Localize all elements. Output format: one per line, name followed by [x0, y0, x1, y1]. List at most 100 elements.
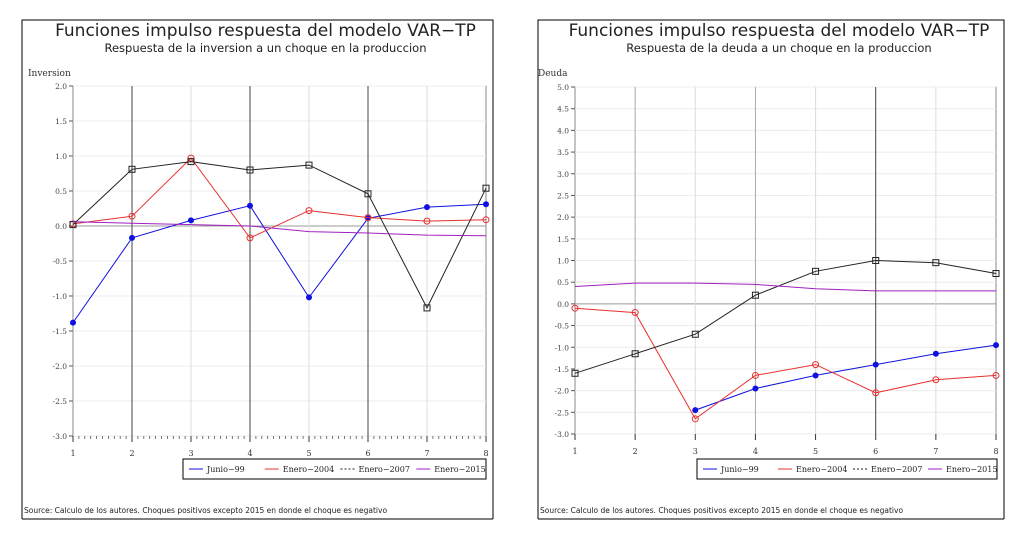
- legend-box: [182, 458, 487, 480]
- data-point: [872, 257, 880, 264]
- y-tick-label: -1.5: [555, 365, 570, 374]
- data-point: [424, 204, 430, 211]
- chart-subtitle: Respuesta de la inversion a un choque en…: [105, 41, 427, 55]
- data-point: [692, 407, 699, 414]
- y-tick-label: -3.0: [53, 432, 68, 441]
- data-point: [364, 214, 372, 222]
- series-line-3: [72, 221, 487, 237]
- series-line-2: [72, 161, 487, 310]
- legend-box: [696, 458, 998, 480]
- chart-title: Funciones impulso respuesta del modelo V…: [569, 21, 990, 41]
- y-tick-label: 1.0: [55, 152, 67, 161]
- data-point: [993, 342, 999, 349]
- y-tick-label: 0.5: [55, 187, 67, 196]
- y-tick-label: -2.0: [555, 387, 570, 396]
- legend-label-1: Enero−2004: [796, 465, 847, 474]
- series-line-1: [574, 307, 997, 420]
- data-point: [246, 166, 254, 174]
- y-tick-label: -2.5: [53, 397, 68, 406]
- x-tick-label: 4: [753, 447, 758, 456]
- y-tick-label: 5.0: [557, 83, 569, 92]
- y-tick-label: 4.0: [557, 126, 569, 135]
- x-tick-label: 6: [873, 447, 878, 456]
- x-tick-label: 3: [188, 449, 193, 458]
- data-point: [932, 259, 940, 267]
- y-tick-label: 0.0: [557, 300, 569, 309]
- legend-label-0: Junio−99: [206, 465, 245, 474]
- source-note: Source: Calculo de los autores. Choques …: [24, 506, 387, 515]
- chart-title: Funciones impulso respuesta del modelo V…: [55, 21, 476, 41]
- legend: Junio−99 Enero−2004 Enero−2007 Enero−2015: [696, 458, 998, 480]
- series-line-3: [574, 282, 996, 292]
- y-tick-label: -2.0: [53, 362, 68, 371]
- data-point: [70, 319, 76, 326]
- data-point: [812, 372, 819, 379]
- data-point: [482, 216, 490, 224]
- source-note: Source: Calculo de los autores. Choques …: [540, 506, 903, 515]
- legend: Junio−99 Enero−2004 Enero−2007 Enero−2015: [182, 458, 487, 480]
- x-tick-label: 2: [129, 449, 134, 458]
- x-tick-label: 5: [813, 447, 818, 456]
- y-tick-label: 3.0: [557, 170, 569, 179]
- y-tick-label: -2.5: [555, 408, 570, 417]
- y-tick-label: 0.0: [55, 222, 67, 231]
- data-point: [246, 234, 254, 242]
- data-point: [932, 376, 940, 384]
- legend-label-1: Enero−2004: [283, 465, 334, 474]
- y-tick-label: 1.0: [557, 257, 569, 266]
- data-point: [691, 415, 699, 423]
- data-point: [483, 201, 489, 208]
- data-point: [992, 371, 1000, 379]
- y-tick-label: -1.5: [53, 327, 68, 336]
- data-point: [751, 291, 759, 299]
- x-tick-label: 4: [247, 449, 252, 458]
- x-tick-label: 2: [633, 447, 638, 456]
- x-tick-label: 7: [933, 447, 938, 456]
- y-tick-label: 2.0: [55, 82, 67, 91]
- legend-label-2: Enero−2007: [359, 465, 410, 474]
- data-point: [812, 361, 820, 369]
- x-tick-label: 6: [365, 449, 370, 458]
- y-tick-label: -3.0: [555, 430, 570, 439]
- legend-label-3: Enero−2015: [946, 465, 997, 474]
- data-point: [812, 267, 820, 275]
- chart-inversion: Funciones impulso respuesta del modelo V…: [21, 19, 494, 520]
- x-tick-label: 7: [424, 449, 429, 458]
- y-tick-label: 1.5: [55, 117, 67, 126]
- data-point: [752, 385, 759, 392]
- data-point: [305, 161, 313, 169]
- y-tick-label: 4.5: [557, 105, 569, 114]
- data-point: [691, 330, 699, 338]
- data-point: [872, 389, 880, 397]
- legend-label-2: Enero−2007: [871, 465, 922, 474]
- y-tick-label: 1.5: [557, 235, 569, 244]
- y-tick-label: -1.0: [53, 292, 68, 301]
- data-point: [364, 190, 372, 198]
- data-point: [423, 304, 431, 312]
- x-tick-label: 5: [306, 449, 311, 458]
- series-line-0: [72, 203, 487, 323]
- x-tick-label: 1: [70, 449, 75, 458]
- y-tick-label: 2.0: [557, 213, 569, 222]
- chart-frame: [21, 19, 494, 519]
- data-point: [128, 212, 136, 220]
- data-point: [247, 202, 253, 209]
- x-tick-label: 3: [693, 447, 698, 456]
- y-axis-label: Deuda: [538, 69, 568, 79]
- y-axis-label: Inversion: [28, 69, 71, 79]
- data-point: [306, 294, 312, 301]
- y-tick-label: -0.5: [53, 257, 68, 266]
- data-point: [188, 217, 194, 224]
- data-point: [69, 221, 77, 229]
- data-point: [751, 371, 759, 379]
- data-point: [129, 234, 135, 241]
- data-point: [992, 270, 1000, 278]
- data-point: [305, 207, 313, 215]
- y-tick-label: 0.5: [557, 278, 569, 287]
- x-tick-label: 8: [993, 447, 998, 456]
- legend-label-3: Enero−2015: [434, 465, 485, 474]
- x-tick-label: 1: [572, 447, 577, 456]
- chart-subtitle: Respuesta de la deuda a un choque en la …: [626, 41, 931, 55]
- series-line-1: [72, 157, 487, 239]
